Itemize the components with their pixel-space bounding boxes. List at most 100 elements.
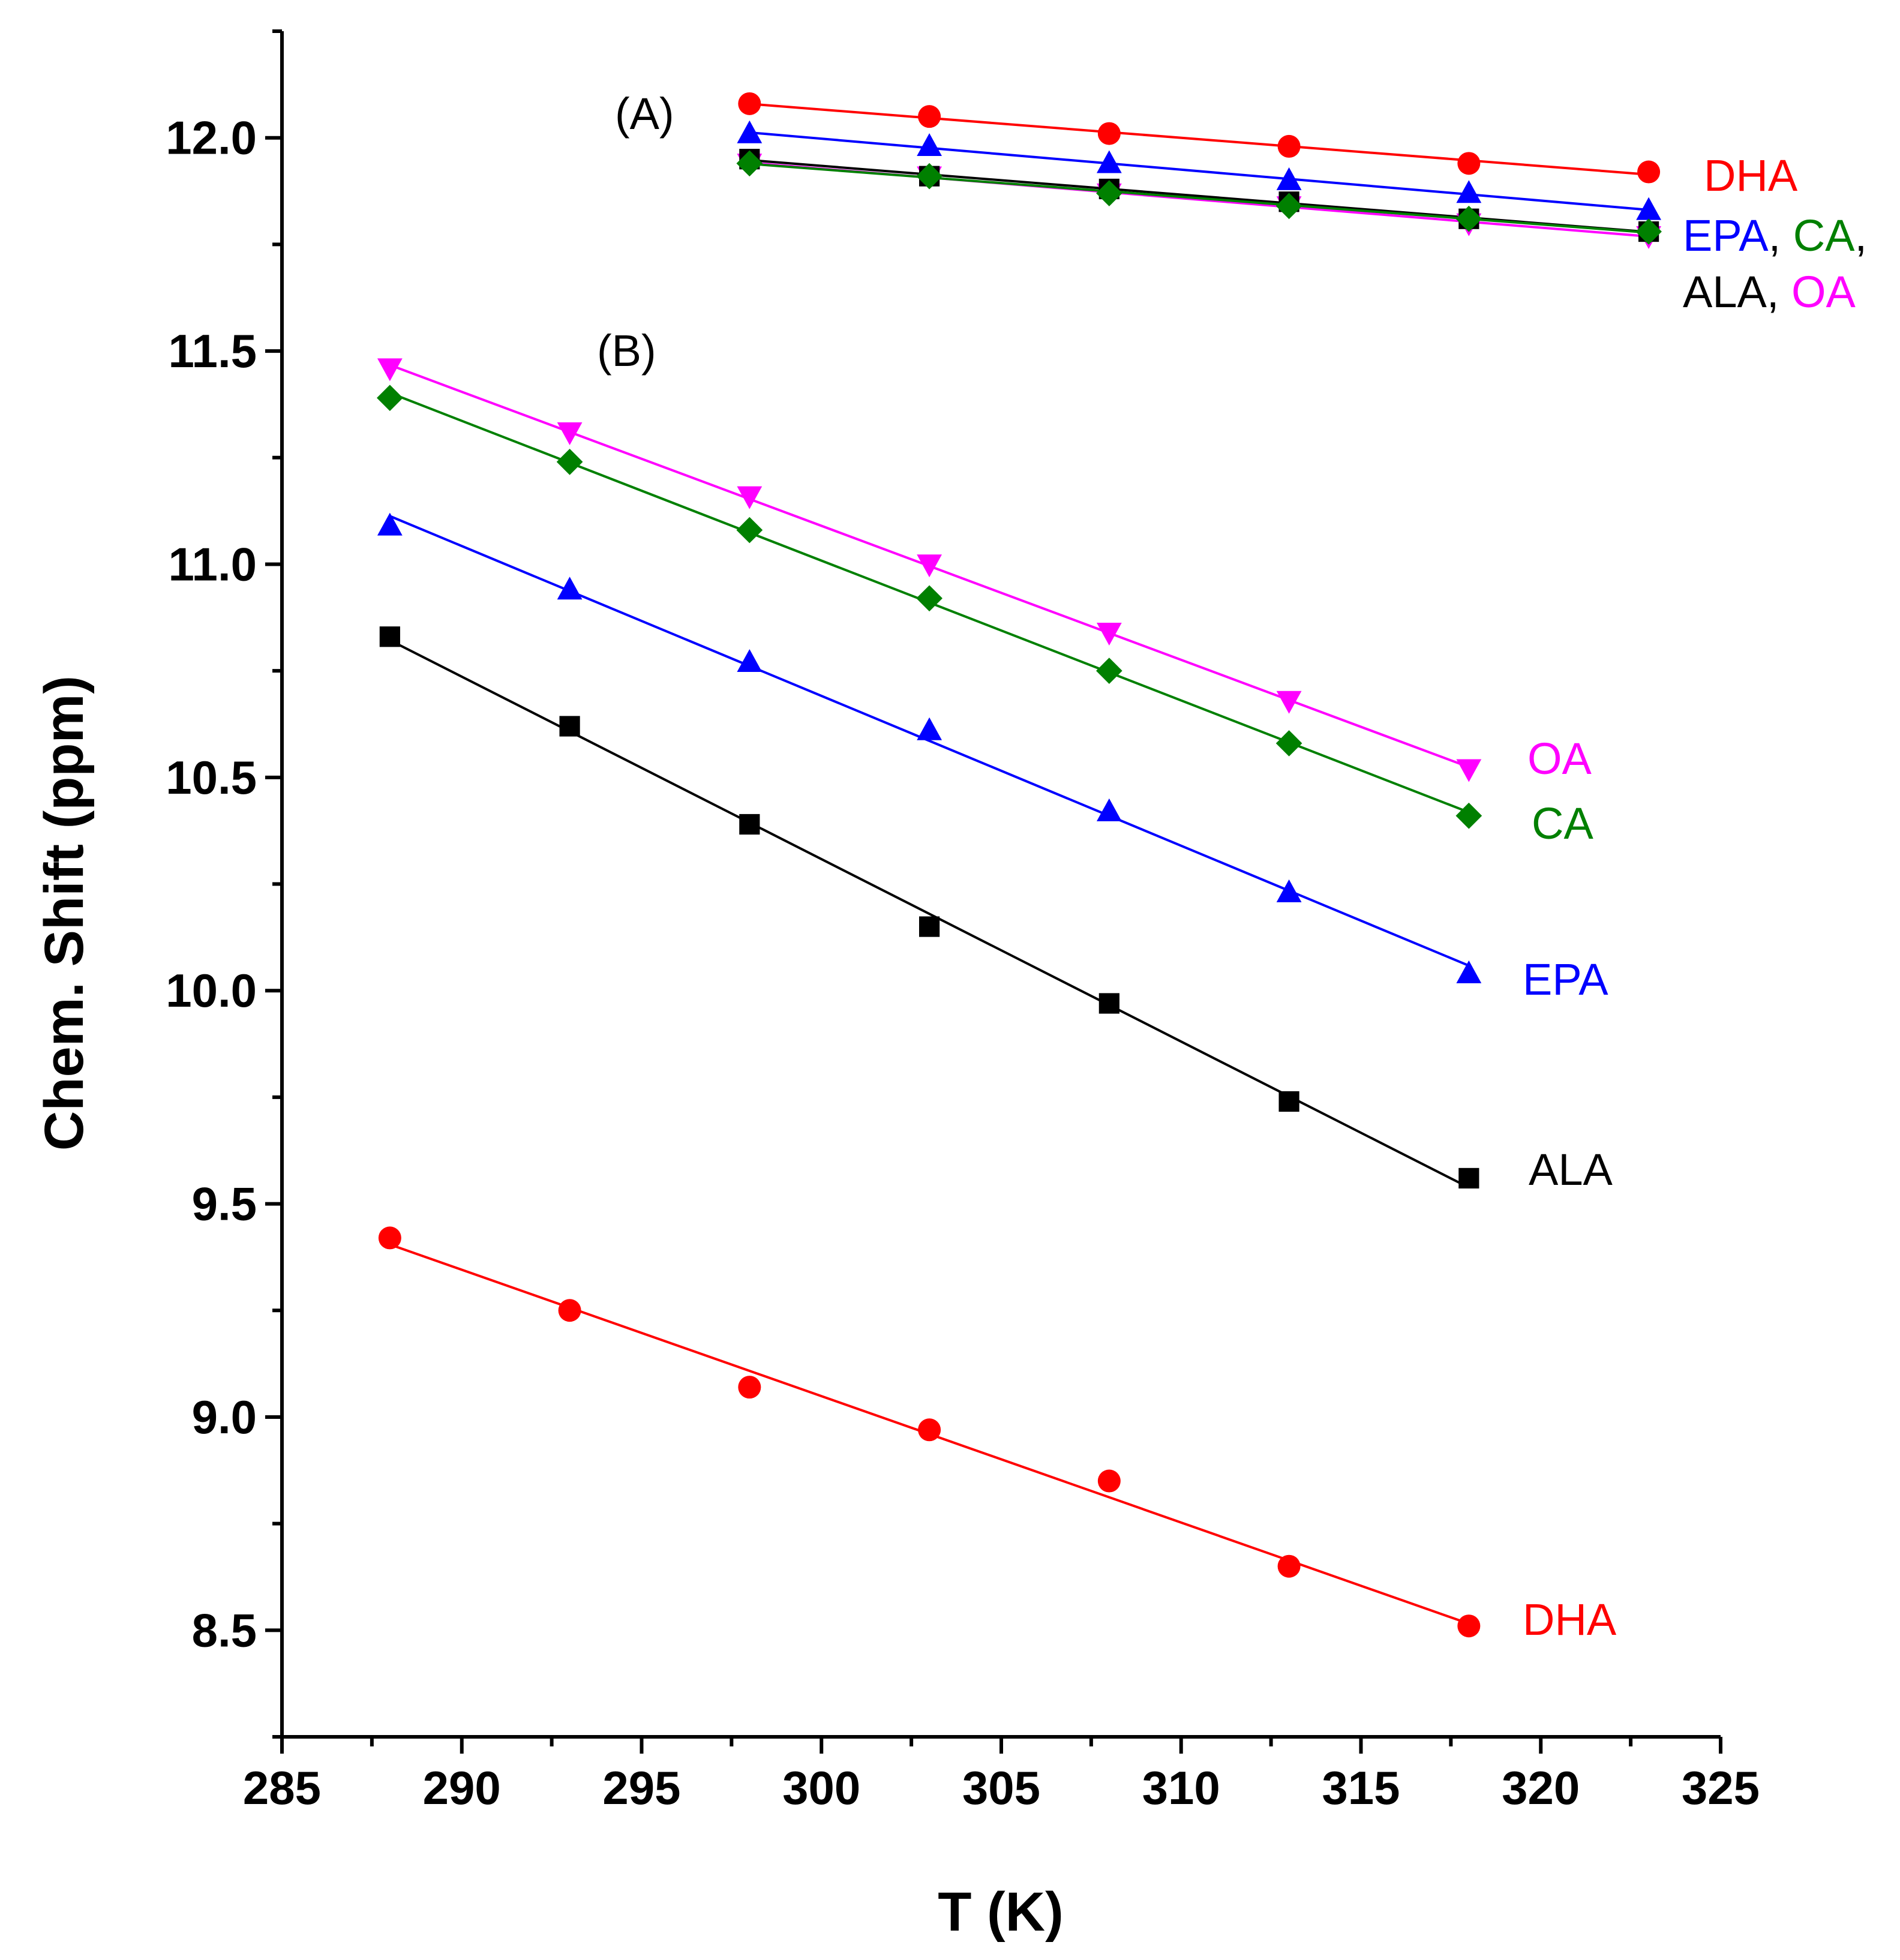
point-a-epa-303 [917, 133, 942, 157]
label-a-ala-oa-part: , [1767, 267, 1791, 317]
label-b-dha: DHA [1523, 1595, 1617, 1644]
point-a-ca-298 [736, 150, 763, 177]
point-b-dha-303 [918, 1418, 941, 1442]
point-a-epa-308 [1096, 150, 1122, 173]
point-a-epa-318 [1456, 180, 1482, 203]
point-a-dha-308 [1097, 122, 1121, 145]
point-b-epa-293 [557, 577, 583, 600]
fit-line-a-ca [749, 163, 1649, 234]
point-b-ala-318 [1458, 1167, 1479, 1189]
fit-line-a-epa [749, 131, 1649, 211]
x-tick-label: 325 [1682, 1761, 1760, 1814]
label-a-epa-ca: EPA, CA, [1683, 211, 1867, 260]
x-tick-label: 300 [782, 1761, 860, 1814]
label-a-epa-ca-part: EPA [1683, 211, 1769, 260]
y-tick-label: 11.5 [168, 325, 257, 377]
point-b-epa-303 [917, 717, 942, 740]
label-b-ca: CA [1532, 799, 1593, 848]
point-b-dha-298 [738, 1376, 761, 1399]
x-axis-title: T (K) [938, 1881, 1063, 1943]
label-a-epa-ca-part: , [1855, 211, 1868, 260]
label-a-epa-ca-part: CA [1793, 211, 1855, 260]
panel-label-a: (A) [615, 89, 674, 139]
point-b-epa-298 [737, 649, 763, 673]
point-b-dha-313 [1277, 1554, 1301, 1578]
x-axis-ticks: 285 290 295 300 305 310 315 320 325 [243, 1737, 1760, 1814]
point-a-epa-298 [737, 120, 763, 143]
point-b-ala-298 [739, 814, 760, 835]
y-tick-label: 9.5 [192, 1178, 257, 1230]
point-b-dha-293 [558, 1299, 581, 1322]
fit-lines [389, 103, 1649, 1625]
point-b-ala-303 [919, 916, 940, 937]
label-b-ala-part: ALA [1529, 1145, 1613, 1194]
point-b-oa-298 [737, 486, 763, 509]
point-b-epa-288 [377, 512, 403, 536]
point-b-ca-293 [556, 449, 583, 475]
point-a-ca-308 [1096, 180, 1122, 206]
x-tick-label: 295 [602, 1761, 680, 1814]
point-a-dha-323 [1637, 160, 1661, 184]
x-tick-label: 315 [1322, 1761, 1400, 1814]
fit-line-b-epa [389, 515, 1470, 967]
x-tick-label: 285 [243, 1761, 321, 1814]
point-b-dha-318 [1457, 1614, 1481, 1638]
y-tick-label: 12.0 [166, 112, 257, 164]
y-tick-label: 8.5 [192, 1604, 257, 1656]
x-tick-label: 305 [962, 1761, 1040, 1814]
axes [280, 31, 1721, 1739]
point-b-oa-288 [377, 358, 403, 382]
point-b-dha-308 [1097, 1469, 1121, 1493]
point-b-oa-308 [1096, 623, 1122, 646]
point-b-epa-313 [1276, 879, 1302, 902]
point-b-ca-313 [1275, 730, 1302, 757]
label-a-ala-oa-part: ALA [1683, 267, 1767, 317]
point-b-ca-303 [916, 585, 943, 612]
y-tick-label: 9.0 [192, 1391, 257, 1443]
label-b-ala: ALA [1529, 1145, 1613, 1194]
point-b-epa-318 [1456, 960, 1482, 983]
point-a-ca-313 [1275, 193, 1302, 220]
label-a-dha: DHA [1704, 151, 1798, 200]
point-a-ca-303 [916, 163, 943, 190]
y-axis-title: Chem. Shift (ppm) [34, 676, 95, 1151]
point-b-ala-288 [379, 626, 400, 647]
label-b-ca-part: CA [1532, 799, 1593, 848]
x-tick-label: 310 [1142, 1761, 1220, 1814]
point-a-dha-313 [1277, 134, 1301, 158]
point-b-ca-288 [377, 385, 403, 412]
panel-label-b: (B) [597, 326, 656, 376]
y-tick-label: 10.5 [166, 751, 257, 804]
point-a-ca-318 [1455, 205, 1482, 232]
point-b-ca-308 [1096, 658, 1122, 684]
point-b-oa-318 [1456, 759, 1482, 782]
y-tick-label: 10.0 [166, 964, 257, 1017]
point-b-ca-298 [736, 517, 763, 544]
point-b-oa-313 [1276, 691, 1302, 714]
label-a-ala-oa-part: OA [1791, 267, 1856, 317]
point-a-epa-323 [1636, 197, 1661, 220]
point-b-epa-308 [1096, 798, 1122, 821]
point-b-ca-318 [1455, 802, 1482, 829]
y-tick-label: 11.0 [168, 538, 257, 590]
label-b-dha-part: DHA [1523, 1595, 1617, 1644]
y-axis-ticks: 8.5 9.0 9.5 10.0 10.5 11.0 11.5 12.0 [166, 29, 282, 1739]
label-b-epa: EPA [1523, 955, 1608, 1004]
point-a-epa-313 [1276, 167, 1302, 190]
point-a-ca-323 [1635, 218, 1662, 245]
label-a-epa-ca-part: , [1769, 211, 1793, 260]
point-a-dha-303 [918, 105, 941, 128]
data-markers [377, 92, 1662, 1638]
point-b-ala-293 [559, 716, 580, 737]
point-a-dha-318 [1457, 152, 1481, 175]
point-b-ala-308 [1098, 993, 1119, 1014]
point-b-dha-288 [378, 1226, 401, 1250]
fit-line-a-dha [749, 103, 1649, 176]
point-a-dha-298 [738, 92, 761, 115]
label-b-epa-part: EPA [1523, 955, 1608, 1004]
x-tick-label: 290 [423, 1761, 501, 1814]
label-b-oa: OA [1527, 734, 1592, 784]
label-a-dha-part: DHA [1704, 151, 1798, 200]
